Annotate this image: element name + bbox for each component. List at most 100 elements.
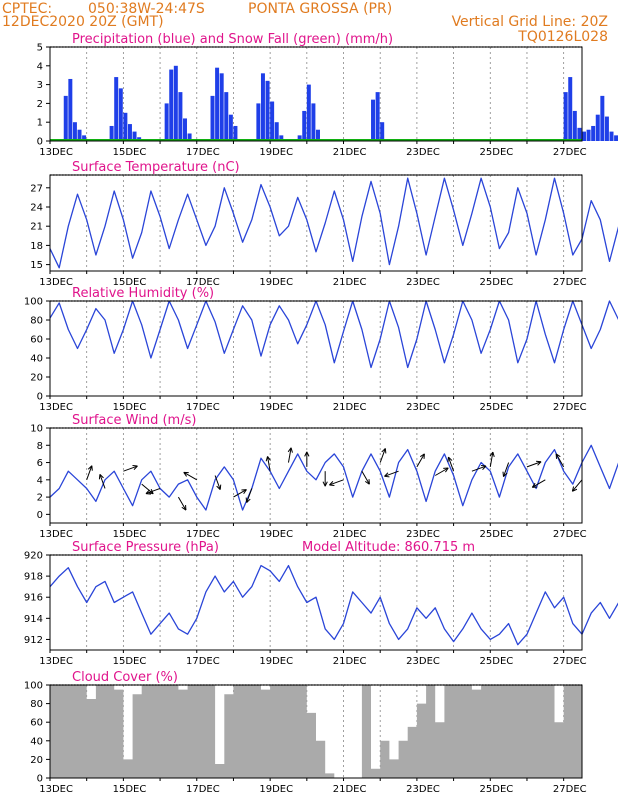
wind-arrow <box>145 487 161 495</box>
panel-3: Relative Humidity (%) 0 20 40 60 80 100 13DEC 15… <box>24 286 618 413</box>
panels: Precipitation (blue) and Snow Fall (gree… <box>24 32 618 795</box>
y-tick-label: 100 <box>24 681 43 692</box>
wind-arrow <box>571 479 583 492</box>
y-tick-label: 60 <box>30 335 43 346</box>
wind-arrow <box>416 453 425 468</box>
x-tick-label: 15DEC <box>113 277 147 288</box>
cloud-cover-area <box>50 685 618 778</box>
wind-arrow <box>531 479 546 488</box>
x-tick-label: 23DEC <box>406 402 440 413</box>
precip-bar <box>219 73 224 141</box>
panel-subtitle: Model Altitude: 860.715 m <box>302 540 475 555</box>
wind-arrow <box>233 489 247 498</box>
y-tick-label: 918 <box>24 572 43 583</box>
x-tick-label: 27DEC <box>553 147 587 158</box>
precip-bar <box>270 101 275 141</box>
y-tick-label: 0 <box>37 774 43 785</box>
x-tick-label: 17DEC <box>186 784 220 795</box>
x-tick-label: 27DEC <box>553 402 587 413</box>
y-tick-label: 912 <box>24 635 43 646</box>
wind-arrow <box>384 470 399 478</box>
x-tick-label: 13DEC <box>39 784 73 795</box>
precip-bar <box>224 92 229 141</box>
precip-bar <box>82 135 87 141</box>
x-tick-label: 13DEC <box>39 147 73 158</box>
precip-bar <box>563 92 568 141</box>
y-tick-label: 21 <box>30 222 43 233</box>
y-tick-label: 0 <box>37 510 43 521</box>
y-tick-label: 80 <box>30 316 43 327</box>
precip-bar <box>164 103 169 141</box>
plot-frame <box>49 684 583 779</box>
wind-arrow <box>489 451 495 467</box>
precip-bar <box>210 95 215 141</box>
x-tick-label: 21DEC <box>333 402 367 413</box>
panel-title: Relative Humidity (%) <box>72 286 214 301</box>
wind-arrow <box>555 453 565 468</box>
precip-bar <box>63 95 68 141</box>
y-tick-label: 0 <box>37 137 43 148</box>
y-tick-label: 916 <box>24 593 43 604</box>
header: CPTEC: 050:38W-24:47S PONTA GROSSA (PR) … <box>2 1 608 45</box>
y-tick-label: 18 <box>30 241 43 252</box>
y-tick-label: 20 <box>30 755 43 766</box>
x-tick-label: 21DEC <box>333 784 367 795</box>
precip-bar <box>591 125 596 141</box>
y-tick-label: 10 <box>30 424 43 435</box>
precip-bar <box>228 114 233 141</box>
y-tick-label: 24 <box>30 203 43 214</box>
y-tick-label: 1 <box>37 118 43 129</box>
x-tick-label: 15DEC <box>113 147 147 158</box>
precip-bar <box>600 95 605 141</box>
precip-bar <box>586 129 591 141</box>
panel-title: Cloud Cover (%) <box>72 670 178 685</box>
y-tick-label: 0 <box>37 392 43 403</box>
precip-bar <box>123 112 128 141</box>
precip-bar <box>604 116 609 141</box>
plot-frame <box>49 46 583 142</box>
panel-title: Precipitation (blue) and Snow Fall (gree… <box>72 32 393 47</box>
precip-bar <box>306 84 311 141</box>
x-tick-label: 13DEC <box>39 402 73 413</box>
precip-bar <box>183 118 187 141</box>
precip-bar <box>265 80 270 141</box>
panel-title: Surface Wind (m/s) <box>72 413 196 428</box>
precip-bar <box>595 114 600 141</box>
x-tick-label: 27DEC <box>553 529 587 540</box>
x-tick-label: 23DEC <box>406 147 440 158</box>
wind-arrow <box>434 467 449 476</box>
x-tick-label: 25DEC <box>480 402 514 413</box>
x-tick-label: 25DEC <box>480 277 514 288</box>
series-line <box>49 177 618 269</box>
wind-arrow <box>287 447 293 463</box>
precip-bar <box>215 67 220 141</box>
x-tick-label: 27DEC <box>553 784 587 795</box>
x-tick-label: 17DEC <box>186 529 220 540</box>
precip-bar <box>169 69 174 141</box>
precip-bar <box>127 124 132 141</box>
x-tick-label: 23DEC <box>406 529 440 540</box>
precip-bar <box>114 77 119 141</box>
x-tick-label: 15DEC <box>113 529 147 540</box>
x-tick-label: 17DEC <box>186 277 220 288</box>
header-date: 12DEC2020 20Z (GMT) <box>2 14 164 30</box>
precip-bar <box>582 131 586 141</box>
plot-frame <box>49 174 583 272</box>
precip-bar <box>72 122 77 141</box>
x-tick-label: 15DEC <box>113 784 147 795</box>
series-line <box>49 564 618 646</box>
precip-bar <box>297 135 302 141</box>
wind-arrow <box>379 448 387 463</box>
precip-bar <box>609 131 614 141</box>
wind-arrow <box>526 460 542 468</box>
x-tick-label: 19DEC <box>259 402 293 413</box>
x-tick-label: 19DEC <box>259 656 293 667</box>
x-tick-label: 15DEC <box>113 402 147 413</box>
wind-arrow <box>361 470 370 485</box>
precip-bar <box>233 125 238 141</box>
x-tick-label: 19DEC <box>259 277 293 288</box>
header-cptec: CPTEC: <box>2 1 52 17</box>
panel-4: Surface Wind (m/s) 0 2 4 6 8 10 13DEC 15DEC 17DEC… <box>30 413 618 540</box>
precip-bar <box>256 103 261 141</box>
